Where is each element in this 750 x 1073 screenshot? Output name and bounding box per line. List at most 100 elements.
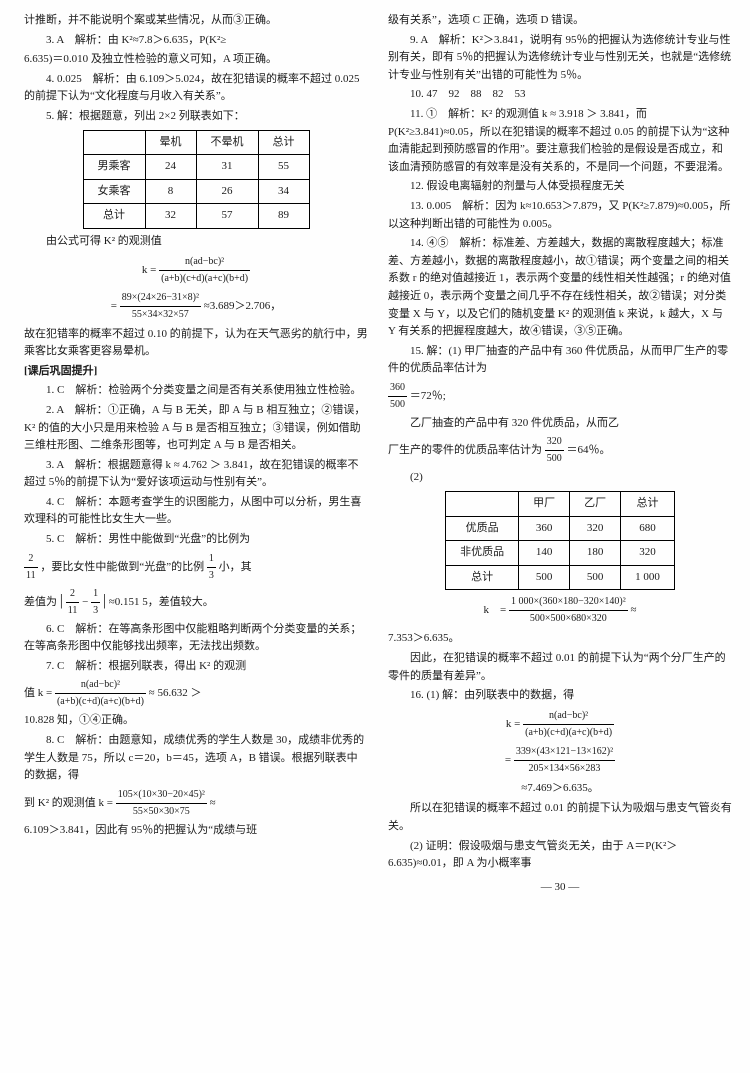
para: 所以在犯错误的概率不超过 0.01 的前提下认为吸烟与患支气管炎有关。 — [388, 800, 732, 835]
para: 7. C 解析：根据列联表，得出 K² 的观测 — [24, 658, 368, 676]
page-number: — 30 — — [388, 879, 732, 897]
para: 10.828 知，①④正确。 — [24, 712, 368, 730]
cell: 女乘客 — [83, 179, 145, 204]
numerator: 1 — [91, 586, 100, 603]
para: 14. ④⑤ 解析：标准差、方差越大，数据的离散程度越大；标准差、方差越小，数据… — [388, 235, 732, 341]
cell: 320 — [570, 516, 621, 541]
cell — [83, 130, 145, 155]
right-column: 级有关系”，选项 C 正确，选项 D 错误。 9. A 解析：K²＞3.841，… — [388, 12, 732, 1063]
para: 到 K² 的观测值 k = 105×(10×30−20×45)² 55×50×3… — [24, 787, 368, 820]
text: k = — [506, 718, 520, 730]
para: 差值为 | 2 11 − 1 3 | ≈0.151 5，差值较大。 — [24, 586, 368, 619]
text: ≈0.151 5，差值较大。 — [109, 596, 214, 608]
cell: 360 — [519, 516, 570, 541]
para: 5. 解：根据题意，列出 2×2 列联表如下： — [24, 108, 368, 126]
cell: 34 — [258, 179, 309, 204]
formula: k = n(ad−bc)² (a+b)(c+d)(a+c)(b+d) — [388, 708, 732, 741]
text: ≈3.689＞2.706， — [204, 300, 282, 312]
cell: 晕机 — [145, 130, 196, 155]
cell: 1 000 — [621, 565, 675, 590]
cell: 甲厂 — [519, 492, 570, 517]
numerator: 339×(43×121−13×162)² — [514, 744, 615, 761]
cell: 320 — [621, 541, 675, 566]
para: 级有关系”，选项 C 正确，选项 D 错误。 — [388, 12, 732, 30]
fraction: 1 000×(360×180−320×140)² 500×500×680×320 — [509, 594, 628, 627]
contingency-table-2: 甲厂 乙厂 总计 优质品 360 320 680 非优质品 140 180 32… — [445, 491, 675, 590]
para: 13. 0.005 解析：因为 k≈10.653＞7.879，又 P(K²≥7.… — [388, 198, 732, 233]
cell: 55 — [258, 155, 309, 180]
para: 4. 0.025 解析：由 6.109＞5.024，故在犯错误的概率不超过 0.… — [24, 71, 368, 106]
denominator: 11 — [66, 603, 80, 619]
cell: 500 — [570, 565, 621, 590]
numerator: 320 — [545, 434, 564, 451]
para: 12. 假设电离辐射的剂量与人体受损程度无关 — [388, 178, 732, 196]
para: 6. C 解析：在等高条形图中仅能粗略判断两个分类变量的关系；在等高条形图中仅能… — [24, 621, 368, 656]
cell: 总计 — [83, 204, 145, 229]
cell: 24 — [145, 155, 196, 180]
text: ，要比女性中能做到“光盘”的比例 — [40, 561, 207, 573]
denominator: 55×50×30×75 — [116, 804, 207, 820]
cell: 总计 — [258, 130, 309, 155]
fraction: 1 3 — [207, 551, 216, 584]
cell: 31 — [196, 155, 258, 180]
para: 11. ① 解析：K² 的观测值 k ≈ 3.918 ＞ 3.841，而 P(K… — [388, 106, 732, 176]
cell: 男乘客 — [83, 155, 145, 180]
fraction: 339×(43×121−13×162)² 205×134×56×283 — [514, 744, 615, 777]
text: k = — [142, 264, 156, 276]
text: 到 K² 的观测值 k = — [24, 797, 113, 809]
para: 4. C 解析：本题考查学生的识图能力，从图中可以分析，男生喜欢理科的可能性比女… — [24, 494, 368, 529]
para: 由公式可得 K² 的观测值 — [24, 233, 368, 251]
text: 小，其 — [219, 561, 252, 573]
numerator: 360 — [388, 380, 407, 397]
numerator: n(ad−bc)² — [55, 677, 146, 694]
cell: 乙厂 — [570, 492, 621, 517]
para: 故在犯错率的概率不超过 0.10 的前提下，认为在天气恶劣的航行中，男乘客比女乘… — [24, 326, 368, 361]
text: 厂生产的零件的优质品率估计为 — [388, 445, 542, 457]
numerator: n(ad−bc)² — [159, 254, 250, 271]
para: 8. C 解析：由题意知，成绩优秀的学生人数是 30，成绩非优秀的学生人数是 7… — [24, 732, 368, 785]
text: 5. C 解析：男性中能做到“光盘”的比例为 — [46, 533, 250, 545]
cell: 8 — [145, 179, 196, 204]
denominator: 205×134×56×283 — [514, 761, 615, 777]
para: ≈7.469＞6.635。 — [388, 780, 732, 798]
denominator: 55×34×32×57 — [120, 307, 201, 323]
cell: 不晕机 — [196, 130, 258, 155]
numerator: 1 — [207, 551, 216, 568]
denominator: (a+b)(c+d)(a+c)(b+d) — [523, 725, 614, 741]
numerator: 1 000×(360×180−320×140)² — [509, 594, 628, 611]
fraction: 105×(10×30−20×45)² 55×50×30×75 — [116, 787, 207, 820]
cell: 680 — [621, 516, 675, 541]
fraction: n(ad−bc)² (a+b)(c+d)(a+c)(b+d) — [159, 254, 250, 287]
para: 计推断，并不能说明个案或某些情况，从而③正确。 — [24, 12, 368, 30]
fraction: 320 500 — [545, 434, 564, 467]
para: 6.109＞3.841，因此有 95％的把握认为“成绩与班 — [24, 822, 368, 840]
fraction: n(ad−bc)² (a+b)(c+d)(a+c)(b+d) — [55, 677, 146, 710]
cell: 优质品 — [446, 516, 519, 541]
text: ≈ — [630, 604, 636, 616]
fraction: 89×(24×26−31×8)² 55×34×32×57 — [120, 290, 201, 323]
cell: 总计 — [446, 565, 519, 590]
fraction: 2 11 — [24, 551, 38, 584]
denominator: 3 — [207, 568, 216, 584]
para: 5. C 解析：男性中能做到“光盘”的比例为 — [24, 531, 368, 549]
para: 6.635)＝0.010 及独立性检验的意义可知，A 项正确。 — [24, 51, 368, 69]
para: 3. A 解析：由 K²≈7.8＞6.635，P(K²≥ — [24, 32, 368, 50]
section-header: [课后巩固提升] — [24, 363, 368, 381]
cell: 26 — [196, 179, 258, 204]
formula: = 89×(24×26−31×8)² 55×34×32×57 ≈3.689＞2.… — [24, 290, 368, 323]
cell: 32 — [145, 204, 196, 229]
cell: 140 — [519, 541, 570, 566]
numerator: n(ad−bc)² — [523, 708, 614, 725]
cell — [446, 492, 519, 517]
para: 因此，在犯错误的概率不超过 0.01 的前提下认为“两个分厂生产的零件的质量有差… — [388, 650, 732, 685]
denominator: (a+b)(c+d)(a+c)(b+d) — [159, 271, 250, 287]
numerator: 105×(10×30−20×45)² — [116, 787, 207, 804]
text: 值 k = — [24, 687, 52, 699]
denominator: 500 — [545, 451, 564, 467]
fraction: 360 500 — [388, 380, 407, 413]
numerator: 2 — [66, 586, 80, 603]
left-column: 计推断，并不能说明个案或某些情况，从而③正确。 3. A 解析：由 K²≈7.8… — [24, 12, 368, 1063]
para: 9. A 解析：K²＞3.841，说明有 95％的把握认为选修统计专业与性别有关… — [388, 32, 732, 85]
text: 差值为 — [24, 596, 57, 608]
fraction: 2 11 — [66, 586, 80, 619]
